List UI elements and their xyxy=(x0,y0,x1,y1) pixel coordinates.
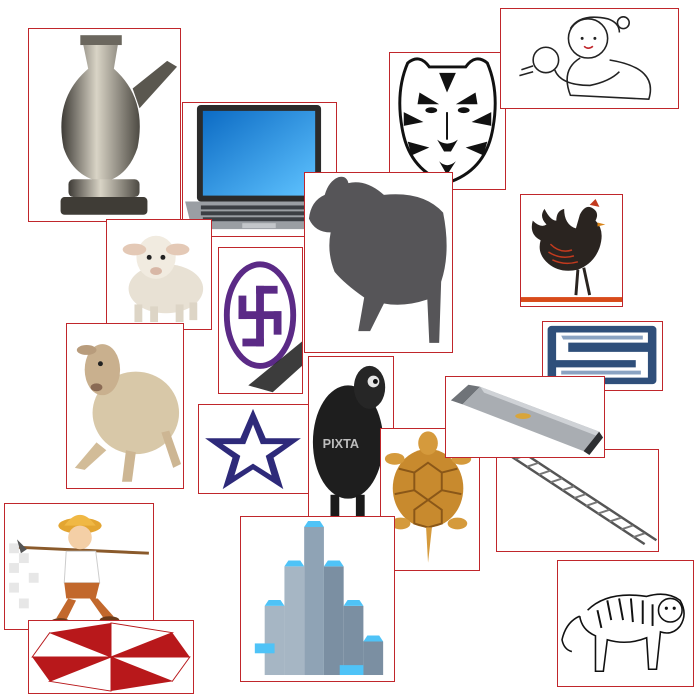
usb-stick-card xyxy=(445,376,605,458)
umbrella-card xyxy=(28,620,194,694)
star-icon xyxy=(205,408,301,490)
sheep-silhouette-card xyxy=(304,172,453,353)
mother-and-baby-icon xyxy=(519,16,652,100)
ladder-icon xyxy=(506,450,658,546)
kettle-card xyxy=(28,28,181,222)
laptop-icon xyxy=(185,104,333,230)
umbrella-icon xyxy=(31,622,191,692)
ladder-card xyxy=(496,449,659,552)
tiger-walking-card xyxy=(557,560,694,687)
star-card xyxy=(198,404,309,494)
metal-kettle-icon xyxy=(60,35,178,215)
sheep-sitting-card xyxy=(66,323,184,489)
pixta-watermark-text: PIXTA xyxy=(323,437,359,451)
rooster-icon xyxy=(521,199,622,302)
tiger-face-card xyxy=(389,52,506,190)
black-sheep-icon: PIXTA xyxy=(312,365,386,525)
staircase-card xyxy=(240,516,395,682)
farm-boy-icon xyxy=(9,514,149,627)
rooster-card xyxy=(520,194,623,307)
sheep-silhouette-icon xyxy=(308,176,447,343)
laptop-card xyxy=(182,102,337,237)
walking-tiger-icon xyxy=(561,593,685,673)
black-sheep-card: PIXTA xyxy=(308,356,394,531)
usb-stick-icon xyxy=(450,384,604,456)
block-staircase-icon xyxy=(254,521,384,676)
sitting-sheep-icon xyxy=(74,344,182,482)
s-logo-icon xyxy=(547,325,657,385)
lamb-white-card xyxy=(106,219,212,330)
swastika-card xyxy=(218,247,303,394)
farm-boy-card xyxy=(4,503,154,630)
golden-tortoise-icon xyxy=(384,431,472,563)
mother-baby-card xyxy=(500,8,679,109)
tiger-face-icon xyxy=(398,57,497,185)
swastika-symbol-icon xyxy=(223,261,302,393)
lamb-icon xyxy=(122,235,204,323)
